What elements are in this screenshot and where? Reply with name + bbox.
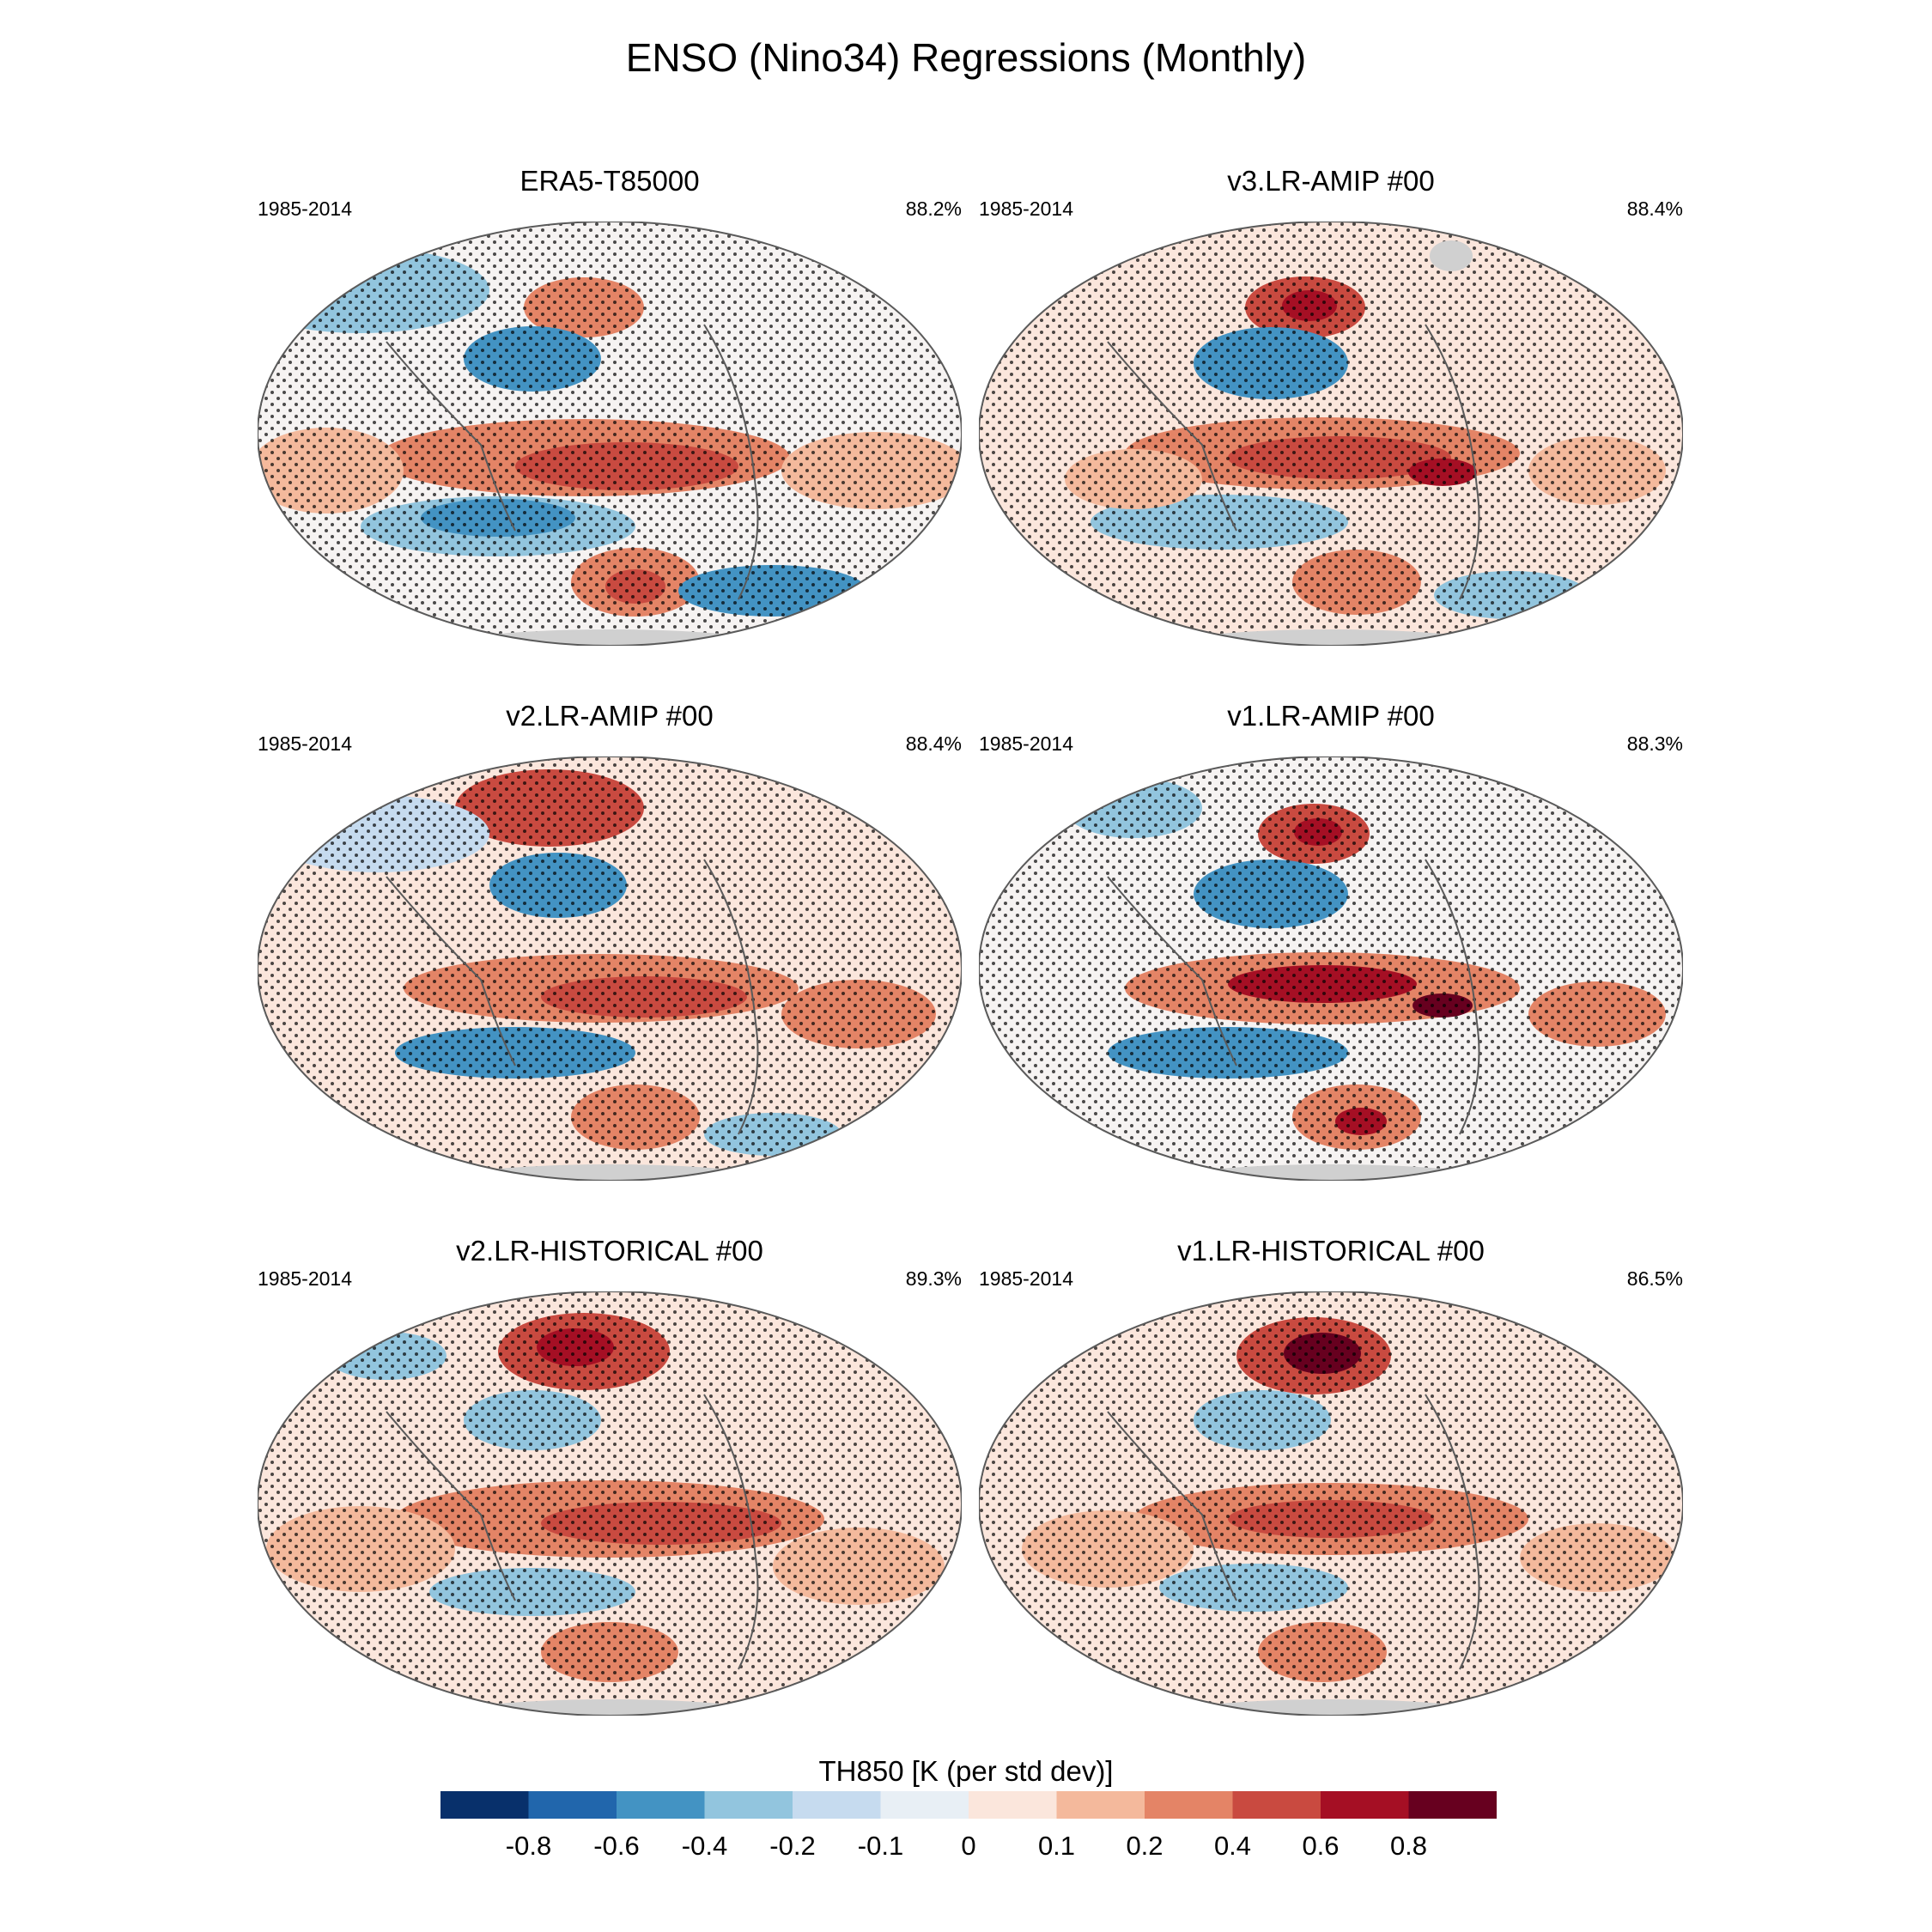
colorbar-label: TH850 [K (per std dev)] bbox=[818, 1755, 1114, 1787]
panel-period: 1985-2014 bbox=[258, 1267, 352, 1290]
regression-map bbox=[979, 756, 1683, 1181]
colorbar-tick-label: -0.8 bbox=[506, 1831, 551, 1861]
colorbar-swatch bbox=[440, 1791, 529, 1819]
map-panel-v1-amip: v1.LR-AMIP #00 1985-2014 88.3% bbox=[979, 700, 1683, 1181]
panel-title: v3.LR-AMIP #00 bbox=[1227, 165, 1435, 197]
panel-title: v2.LR-HISTORICAL #00 bbox=[456, 1235, 763, 1267]
panel-period: 1985-2014 bbox=[979, 197, 1073, 220]
colorbar-swatch bbox=[1232, 1791, 1321, 1819]
colorbar-tick-label: 0.2 bbox=[1126, 1831, 1163, 1861]
colorbar-tick-label: 0.1 bbox=[1038, 1831, 1075, 1861]
regression-map bbox=[979, 1291, 1683, 1716]
map-panel-v3-amip: v3.LR-AMIP #00 1985-2014 88.4% bbox=[979, 165, 1683, 646]
map-panel-v1-historical: v1.LR-HISTORICAL #00 1985-2014 86.5% bbox=[979, 1235, 1683, 1716]
regression-map bbox=[258, 222, 962, 646]
map-panel-era5: ERA5-T85000 1985-2014 88.2% bbox=[258, 165, 962, 646]
panel-period: 1985-2014 bbox=[979, 1267, 1073, 1290]
colorbar-swatch bbox=[880, 1791, 969, 1819]
panel-percent: 89.3% bbox=[905, 1267, 962, 1290]
colorbar-swatch bbox=[969, 1791, 1057, 1819]
regression-map bbox=[258, 756, 962, 1181]
panel-percent: 88.4% bbox=[1626, 197, 1683, 220]
colorbar-tick-label: 0.8 bbox=[1390, 1831, 1427, 1861]
colorbar-swatch bbox=[793, 1791, 881, 1819]
panel-title: v2.LR-AMIP #00 bbox=[506, 700, 714, 732]
colorbar-tick-label: 0.6 bbox=[1302, 1831, 1339, 1861]
colorbar-swatch bbox=[1145, 1791, 1233, 1819]
colorbar-swatch bbox=[617, 1791, 705, 1819]
panel-percent: 86.5% bbox=[1626, 1267, 1683, 1290]
map-panel-v2-historical: v2.LR-HISTORICAL #00 1985-2014 89.3% bbox=[258, 1235, 962, 1716]
colorbar-tick-label: 0.4 bbox=[1214, 1831, 1251, 1861]
panel-percent: 88.3% bbox=[1626, 732, 1683, 755]
panel-title: v1.LR-HISTORICAL #00 bbox=[1177, 1235, 1485, 1267]
panel-title: ERA5-T85000 bbox=[519, 165, 700, 197]
colorbar-tick-label: -0.1 bbox=[858, 1831, 903, 1861]
regression-map bbox=[258, 1291, 962, 1716]
colorbar-swatch bbox=[704, 1791, 793, 1819]
map-panel-v2-amip: v2.LR-AMIP #00 1985-2014 88.4% bbox=[258, 700, 962, 1181]
colorbar-tick-label: -0.2 bbox=[769, 1831, 815, 1861]
colorbar-swatch bbox=[1056, 1791, 1145, 1819]
regression-map bbox=[979, 222, 1683, 646]
panel-period: 1985-2014 bbox=[258, 197, 352, 220]
panel-title: v1.LR-AMIP #00 bbox=[1227, 700, 1435, 732]
colorbar-tick-label: -0.4 bbox=[682, 1831, 727, 1861]
colorbar-tick-label: -0.6 bbox=[593, 1831, 639, 1861]
panel-percent: 88.2% bbox=[905, 197, 962, 220]
colorbar-swatch bbox=[1321, 1791, 1409, 1819]
panel-percent: 88.4% bbox=[905, 732, 962, 755]
colorbar-swatch bbox=[528, 1791, 617, 1819]
colorbar-tick-label: 0 bbox=[961, 1831, 975, 1861]
panel-period: 1985-2014 bbox=[979, 732, 1073, 755]
colorbar-swatch bbox=[1408, 1791, 1497, 1819]
panel-period: 1985-2014 bbox=[258, 732, 352, 755]
figure-title: ENSO (Nino34) Regressions (Monthly) bbox=[625, 35, 1307, 80]
colorbar: -0.8 -0.6 -0.4 -0.2 -0.1 0 0.1 0.2 0.4 0.6 0.8 bbox=[440, 1791, 1497, 1861]
